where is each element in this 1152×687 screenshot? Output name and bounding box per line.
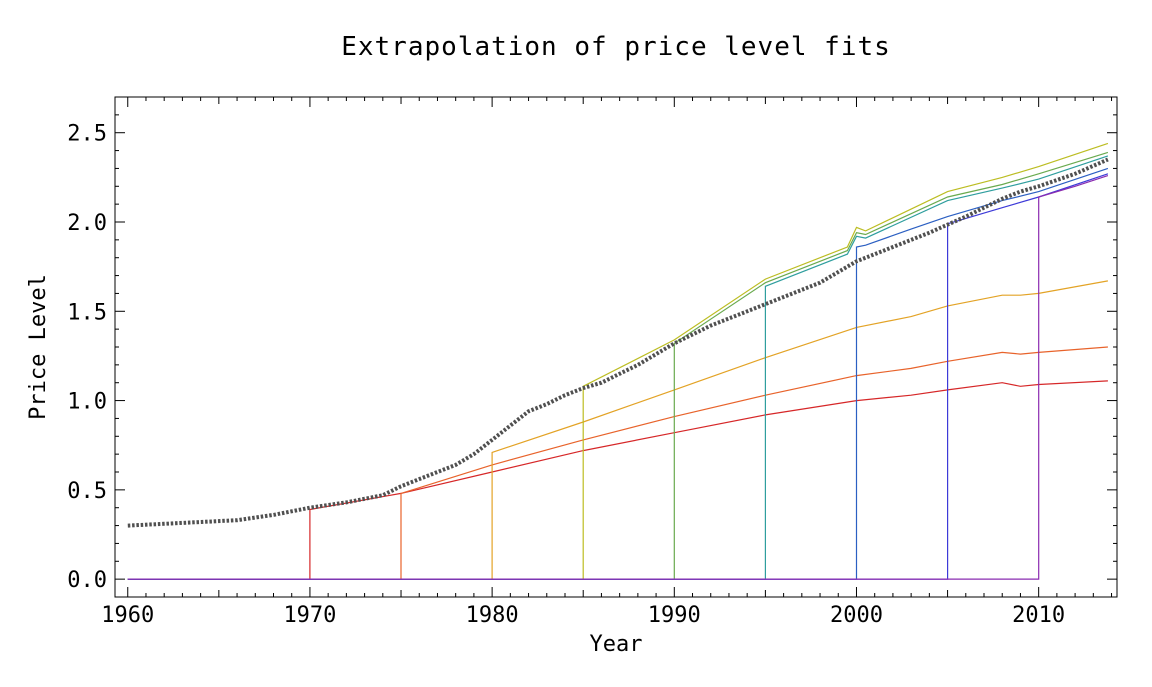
series-line-1970 (127, 380, 1108, 580)
x-tick-label: 1980 (466, 603, 519, 628)
y-tick-label: 1.0 (67, 390, 107, 415)
y-tick-labels: 0.0 0.5 1.0 1.5 2.0 2.5 (67, 122, 107, 593)
x-axis-label: Year (590, 632, 643, 657)
fit-series-layer (127, 142, 1109, 580)
series-line-1975 (127, 346, 1108, 580)
series-line-1980 (127, 280, 1109, 580)
y-tick-label: 2.5 (67, 122, 107, 147)
x-tick-labels: 1960 1970 1980 1990 2000 2010 (101, 603, 1065, 628)
y-axis-label: Price Level (26, 274, 51, 420)
series-line-1985 (127, 142, 1109, 580)
series-line-2010 (127, 175, 1109, 580)
x-tick-label: 2000 (830, 603, 883, 628)
series-line-2005 (127, 173, 1109, 580)
axis-ticks (115, 97, 1117, 598)
y-tick-label: 0.5 (67, 479, 107, 504)
actual-series-layer (127, 157, 1109, 528)
series-line-1990 (127, 151, 1109, 580)
x-tick-label: 1960 (101, 603, 154, 628)
plot-frame (114, 96, 1118, 598)
x-tick-label: 1970 (283, 603, 336, 628)
x-tick-label: 1990 (648, 603, 701, 628)
y-tick-label: 0.0 (67, 568, 107, 593)
series-line-2000 (127, 167, 1109, 580)
actual-price-line (127, 157, 1109, 528)
chart-title: Extrapolation of price level fits (341, 32, 891, 62)
x-tick-label: 2010 (1012, 603, 1065, 628)
y-tick-label: 2.0 (67, 211, 107, 236)
series-line-1995 (127, 155, 1109, 580)
y-tick-label: 1.5 (67, 300, 107, 325)
